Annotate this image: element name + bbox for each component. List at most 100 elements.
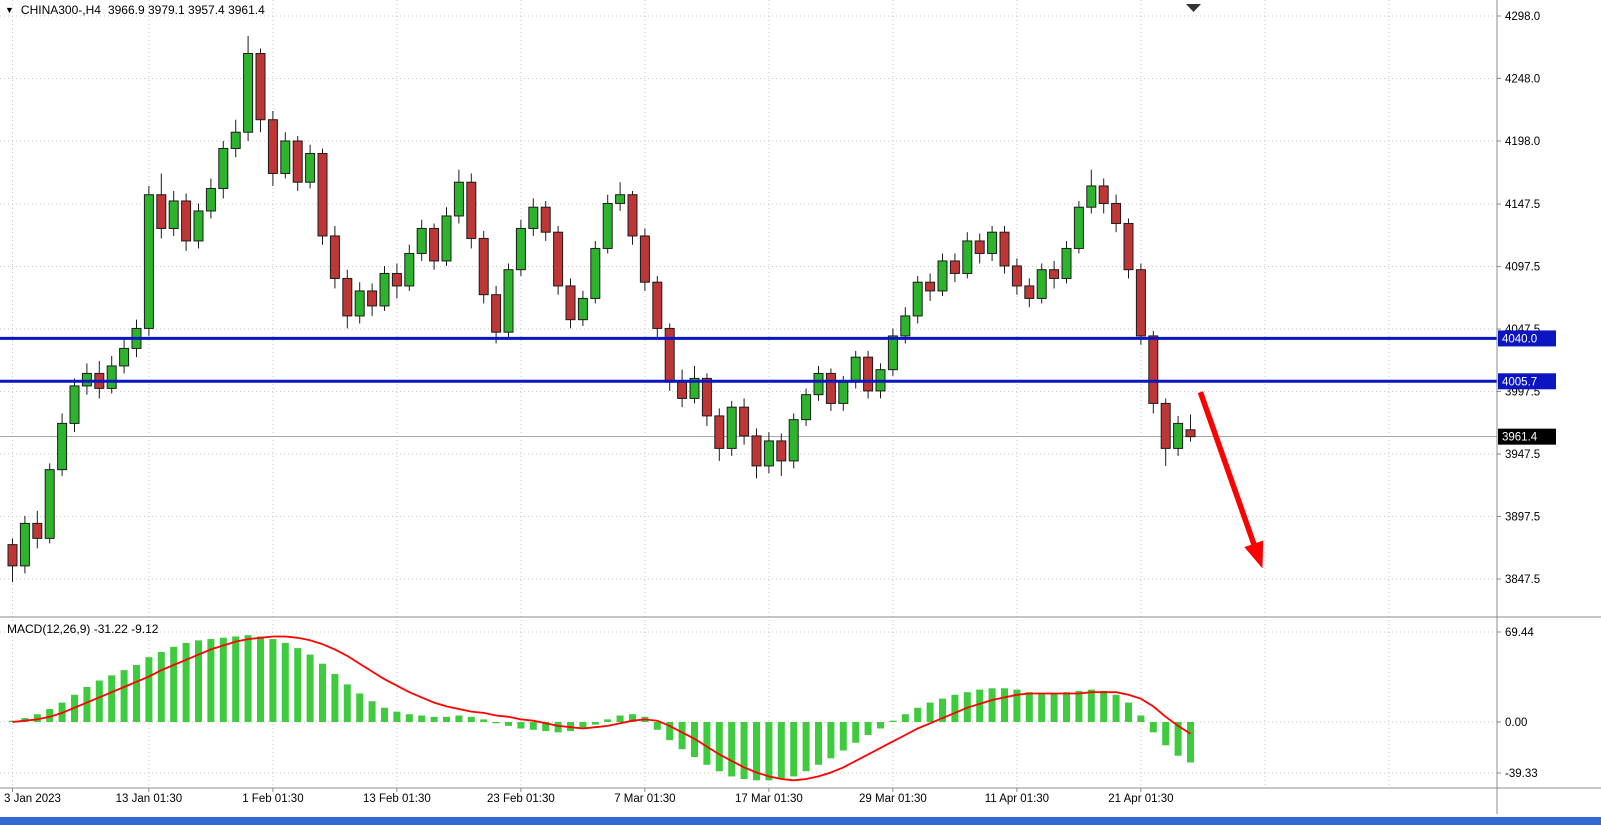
candle-bullish [416, 227, 427, 254]
price-axis-label: 4198.0 [1505, 136, 1540, 148]
macd-histogram-bar [294, 648, 302, 722]
macd-histogram-bar [46, 709, 54, 722]
macd-histogram-bar [827, 722, 835, 759]
macd-histogram-bar [703, 722, 711, 765]
macd-histogram-bar [864, 722, 872, 735]
candle-bearish [627, 194, 638, 237]
macd-histogram-bar [207, 639, 215, 722]
candle-bearish [478, 237, 489, 296]
candle-bearish [329, 235, 340, 279]
candle-bullish [763, 440, 774, 467]
candle-bullish [801, 394, 812, 421]
candlestick-series [7, 35, 1196, 583]
candle-bearish [429, 227, 440, 262]
macd-histogram-bar [728, 722, 736, 777]
macd-histogram-bar [1174, 722, 1182, 756]
macd-histogram-bar [356, 693, 364, 722]
macd-histogram-bar [753, 722, 760, 781]
time-axis-label: 7 Mar 01:30 [614, 793, 675, 805]
candle-bearish [466, 181, 477, 239]
candle-bearish [367, 290, 378, 307]
macd-histogram-bar [492, 722, 500, 724]
candle-bearish [677, 381, 688, 399]
chart-shift-marker-icon[interactable] [1186, 4, 1201, 12]
candle-bullish [69, 385, 80, 424]
candle-bearish [156, 194, 167, 229]
candle-bullish [143, 194, 154, 329]
candle-bearish [1160, 402, 1171, 449]
symbol-dropdown-icon[interactable]: ▼ [5, 4, 14, 15]
candle-bearish [714, 415, 725, 449]
candle-bullish [838, 381, 849, 404]
macd-histogram-bar [554, 722, 562, 733]
macd-histogram-bar [343, 684, 351, 722]
macd-histogram-bar [393, 711, 401, 722]
candle-bullish [1173, 422, 1184, 449]
candle-bearish [255, 52, 266, 121]
level-price-badge[interactable]: 4040.0 [1498, 330, 1556, 347]
candle-bearish [181, 200, 192, 242]
support-resistance-lines[interactable] [0, 336, 1497, 383]
macd-histogram-bar [1025, 692, 1033, 722]
macd-histogram-bar [802, 722, 810, 772]
candle-bullish [590, 247, 601, 299]
candle-bullish [168, 200, 179, 229]
candle-bearish [974, 240, 985, 254]
price-axis-label: 4248.0 [1505, 73, 1540, 85]
macd-histogram-bar [443, 716, 450, 722]
svg-text:4005.7: 4005.7 [1502, 376, 1537, 388]
time-axis[interactable]: 3 Jan 2023 13 Jan 01:30 1 Feb 01:30 13 Feb … [4, 788, 1174, 805]
candle-bearish [776, 440, 787, 462]
candle-bullish [689, 377, 700, 399]
time-axis-label: 11 Apr 01:30 [985, 793, 1049, 805]
candle-bullish [602, 202, 613, 249]
price-axis-label: 3947.5 [1505, 449, 1540, 461]
macd-histogram-bar [877, 722, 884, 729]
candle-bullish [1061, 247, 1072, 279]
candle-bearish [949, 260, 960, 274]
macd-histogram-bar [1001, 688, 1008, 722]
candle-bullish [243, 52, 254, 133]
time-axis-label: 23 Feb 01:30 [487, 793, 555, 805]
price-axis-label: 4298.0 [1505, 11, 1540, 23]
last-price-badge[interactable]: 3961.4 [1498, 428, 1556, 445]
macd-histogram-bar [815, 722, 822, 765]
macd-histogram-bar [120, 670, 128, 722]
candle-bearish [540, 206, 551, 233]
candle-bearish [1111, 202, 1122, 224]
trend-arrow[interactable] [1197, 391, 1264, 569]
macd-histogram-bar [1038, 693, 1046, 722]
candle-bearish [1024, 285, 1035, 299]
candle-bullish [44, 469, 55, 539]
macd-histogram-bar [790, 722, 798, 777]
macd-axis-label: 69.44 [1505, 627, 1534, 639]
candle-bullish [441, 215, 452, 262]
candle-bullish [912, 281, 923, 317]
time-axis-label: 3 Jan 2023 [4, 793, 61, 805]
candle-bullish [106, 365, 117, 389]
macd-histogram-bar [195, 640, 202, 722]
price-axis-label: 4147.5 [1505, 199, 1540, 211]
macd-histogram-bar [1137, 715, 1145, 722]
macd-histogram-bar [1112, 694, 1120, 722]
price-axis-label: 3897.5 [1505, 512, 1540, 524]
macd-histogram-bar [1100, 690, 1108, 722]
candle-bearish [491, 294, 502, 333]
macd-histogram-bar [505, 722, 512, 726]
symbol-timeframe-label: CHINA300-,H4 [20, 3, 101, 17]
candle-bearish [553, 231, 564, 287]
candle-bullish [280, 140, 291, 174]
macd-indicator-label: MACD(12,26,9) -31.22 -9.12 [7, 622, 158, 636]
candle-bearish [32, 522, 43, 539]
candle-bullish [205, 187, 216, 212]
candle-bearish [925, 281, 936, 292]
candle-bullish [515, 227, 526, 271]
candle-bearish [664, 327, 675, 383]
candle-bearish [267, 119, 278, 174]
level-price-badge[interactable]: 4005.7 [1498, 373, 1556, 390]
candle-bullish [503, 269, 514, 333]
